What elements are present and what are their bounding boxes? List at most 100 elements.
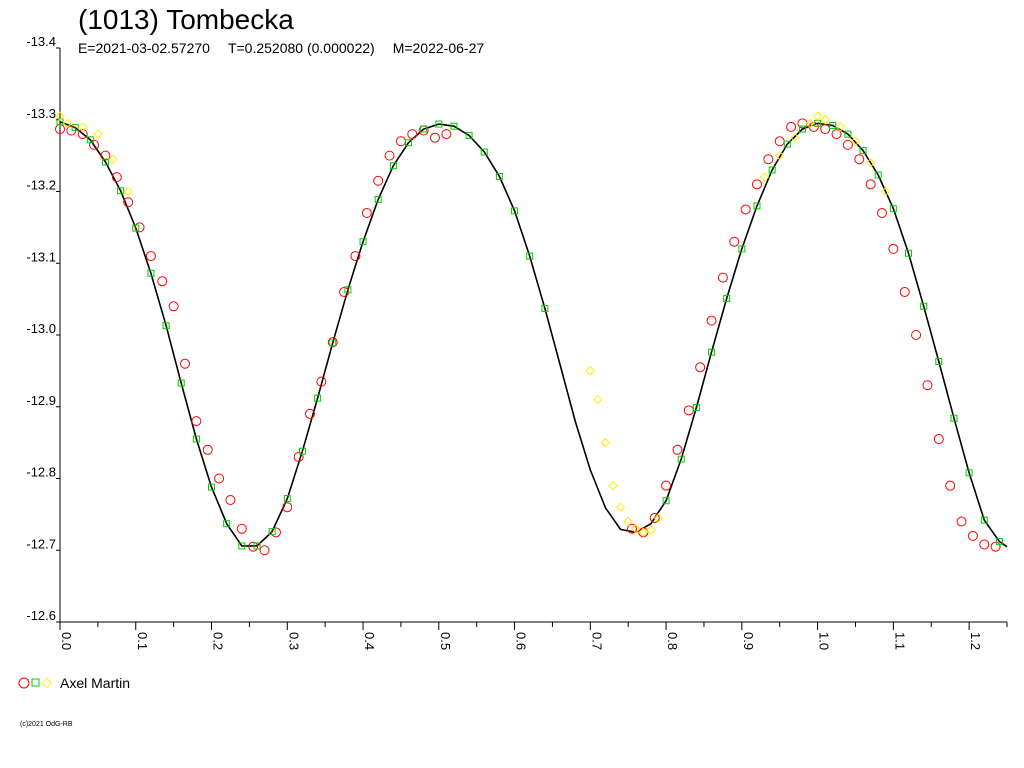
data-point-diamond — [78, 122, 88, 132]
data-point-square — [783, 140, 791, 148]
y-tick-label: -12.8 — [26, 465, 56, 480]
data-point-square — [268, 528, 276, 536]
x-tick-label: 0.7 — [589, 632, 604, 650]
data-point-diamond — [805, 118, 815, 129]
y-tick-label: -13.3 — [26, 106, 56, 121]
data-point-square — [101, 158, 109, 166]
data-point-circle — [888, 243, 899, 254]
data-point-circle — [259, 545, 270, 556]
data-point-circle — [270, 527, 281, 538]
x-tick-label: 0.1 — [135, 632, 150, 650]
data-point-circle — [89, 139, 100, 150]
data-point-square — [132, 224, 140, 232]
data-point-circle — [865, 179, 876, 190]
data-point-circle — [967, 530, 978, 541]
data-point-circle — [225, 495, 236, 506]
chart-subtitle: E=2021-03-02.57270 T=0.252080 (0.000022) M… — [78, 40, 502, 56]
data-point-circle — [77, 129, 88, 140]
data-point-diamond — [593, 394, 603, 405]
data-point-diamond — [790, 132, 800, 143]
data-point-square — [177, 379, 185, 387]
data-point-square — [480, 148, 488, 156]
data-point-square — [920, 302, 928, 310]
data-point-square — [874, 171, 882, 179]
data-point-square — [238, 542, 246, 550]
data-point-circle — [706, 315, 717, 326]
data-point-square — [253, 542, 261, 550]
data-point-square — [314, 394, 322, 402]
data-point-square — [753, 202, 761, 210]
data-point-square — [192, 435, 200, 443]
data-point-circle — [202, 444, 213, 455]
data-point-square — [450, 122, 458, 130]
period-label: T=0.252080 (0.000022) — [227, 40, 375, 56]
x-tick-label: 0.5 — [438, 632, 453, 650]
data-point-circle — [740, 204, 751, 215]
data-point-circle — [430, 132, 441, 143]
data-point-circle — [395, 136, 406, 147]
data-point-diamond — [55, 111, 65, 121]
data-point-circle — [626, 523, 637, 534]
fit-curve-line — [59, 121, 1008, 548]
data-point-diamond — [62, 118, 73, 129]
data-point-square — [420, 125, 428, 133]
data-point-square — [995, 538, 1003, 546]
data-point-circle — [661, 480, 672, 491]
x-tick-label: 0.3 — [286, 632, 301, 650]
data-point-circle — [956, 516, 967, 527]
data-point-square — [56, 118, 64, 126]
data-point-circle — [945, 480, 956, 491]
data-point-square — [298, 447, 306, 455]
data-point-circle — [820, 124, 831, 135]
data-point-diamond — [608, 480, 618, 491]
data-point-circle — [797, 118, 808, 129]
data-point-circle — [774, 136, 785, 147]
data-point-circle — [350, 251, 361, 262]
data-point-circle — [282, 502, 293, 513]
data-point-circle — [717, 272, 728, 283]
data-point-circle — [293, 451, 304, 462]
data-point-diamond — [123, 186, 133, 197]
data-point-square — [162, 322, 170, 330]
data-point-circle — [933, 434, 944, 445]
data-point-circle — [123, 197, 134, 208]
data-point-circle — [305, 408, 316, 419]
data-point-square — [465, 132, 473, 140]
y-tick-label: -13.2 — [26, 178, 56, 193]
data-point-diamond — [585, 366, 596, 376]
data-point-circle — [979, 539, 990, 550]
data-point-circle — [876, 208, 887, 219]
legend: Axel Martin — [18, 674, 130, 692]
data-point-circle — [384, 150, 395, 161]
data-point-circle — [729, 236, 740, 247]
data-point-circle — [854, 154, 865, 165]
data-point-square — [829, 121, 837, 129]
data-point-square — [692, 403, 700, 411]
x-tick-label: 1.2 — [968, 632, 983, 650]
y-tick-label: -12.7 — [26, 536, 56, 551]
data-point-circle — [751, 179, 762, 190]
data-point-diamond — [600, 437, 611, 448]
data-point-circle — [786, 121, 797, 132]
data-point-diamond — [653, 513, 664, 523]
x-tick-label: 1.0 — [817, 632, 832, 650]
data-point-circle — [316, 376, 327, 387]
data-point-square — [935, 358, 943, 366]
y-tick-label: -13.0 — [26, 321, 56, 336]
data-point-square — [359, 238, 367, 246]
legend-markers-icon — [18, 677, 52, 689]
legend-observer-name: Axel Martin — [60, 675, 131, 691]
x-tick-label: 0.4 — [362, 632, 377, 650]
data-point-diamond — [646, 525, 656, 535]
y-tick-label: -12.9 — [26, 393, 56, 408]
data-point-square — [86, 136, 94, 144]
data-point-circle — [638, 527, 649, 538]
y-tick-label: -12.6 — [26, 608, 56, 623]
fit-curve-layer — [59, 121, 1008, 548]
data-point-circle — [911, 330, 922, 340]
epoch-label: E=2021-03-02.57270 — [78, 40, 210, 56]
data-point-square — [965, 469, 973, 477]
data-point-circle — [236, 523, 247, 534]
data-point-square — [404, 139, 412, 147]
